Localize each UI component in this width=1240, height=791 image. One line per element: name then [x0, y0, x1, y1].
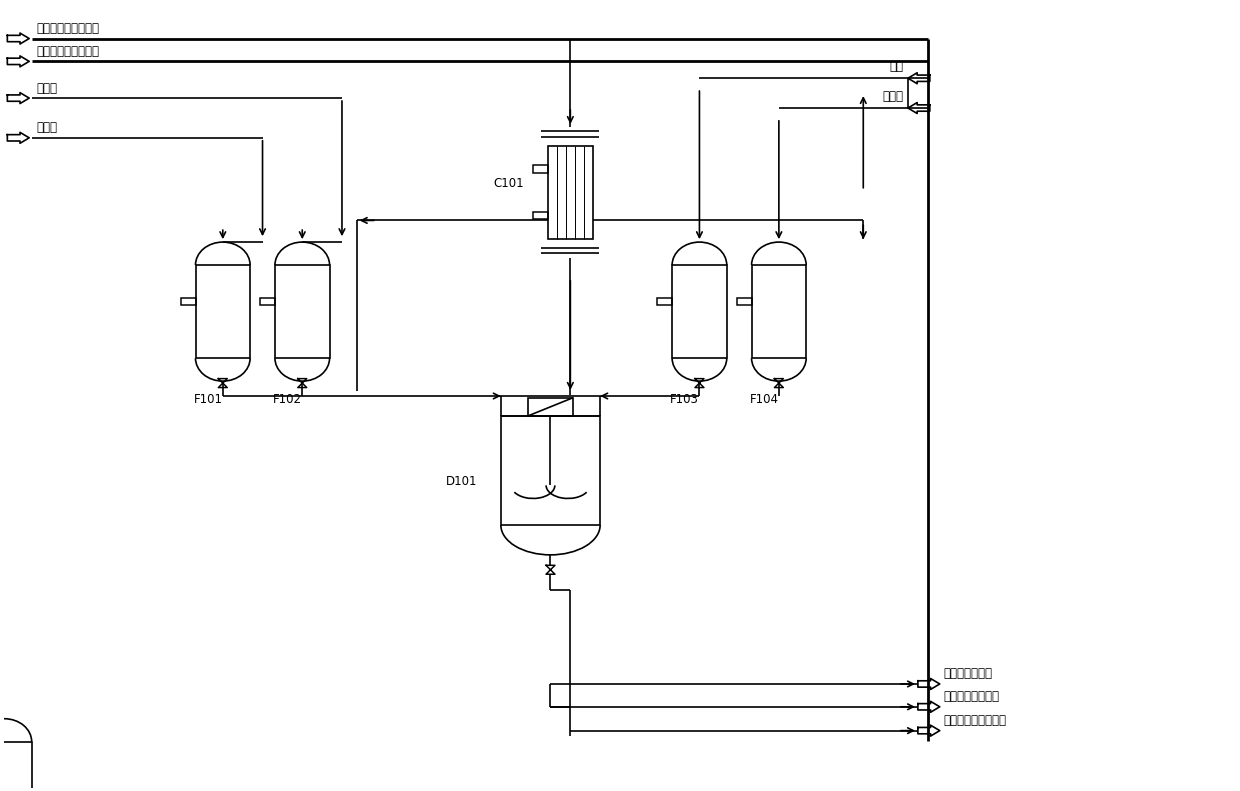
Bar: [737, 298, 751, 305]
Text: 加热蒸汽来自供热站: 加热蒸汽来自供热站: [36, 22, 99, 35]
Bar: [501, 416, 600, 525]
Bar: [275, 265, 330, 358]
Bar: [181, 298, 196, 305]
Text: 丙二酸: 丙二酸: [36, 121, 57, 134]
Bar: [528, 398, 573, 416]
Text: C101: C101: [494, 177, 525, 191]
Text: F102: F102: [273, 393, 303, 406]
Text: D101: D101: [446, 475, 477, 488]
Bar: [196, 265, 250, 358]
Text: 冷却水来自循环水站: 冷却水来自循环水站: [36, 45, 99, 58]
Text: 过滤、结晶得产品: 过滤、结晶得产品: [944, 691, 999, 703]
Text: F104: F104: [750, 393, 779, 406]
Text: F103: F103: [670, 393, 699, 406]
Bar: [533, 165, 548, 172]
Bar: [260, 298, 275, 305]
Text: 巴豆醛: 巴豆醛: [36, 81, 57, 95]
Bar: [672, 265, 727, 358]
Text: 蒸汽冷凝水回供热站: 蒸汽冷凝水回供热站: [944, 714, 1007, 727]
Text: 稀硫酸: 稀硫酸: [882, 90, 903, 103]
Bar: [548, 146, 593, 239]
Bar: [533, 212, 548, 219]
Text: F101: F101: [193, 393, 222, 406]
Text: 吡啶: 吡啶: [889, 60, 903, 74]
Bar: [0, 742, 32, 791]
Bar: [751, 265, 806, 358]
Text: 冷却水循环水站: 冷却水循环水站: [944, 668, 993, 680]
Bar: [657, 298, 672, 305]
